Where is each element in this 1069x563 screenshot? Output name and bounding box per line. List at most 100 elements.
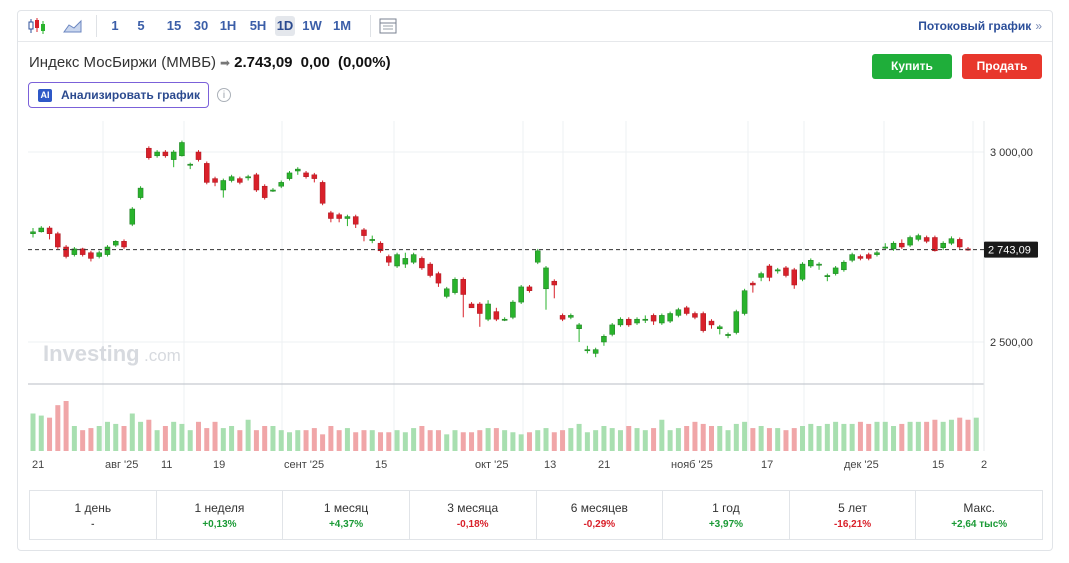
interval-1-button[interactable]: 1: [111, 18, 119, 33]
streaming-chart-link[interactable]: Потоковый график»: [918, 16, 1042, 36]
volume-bar: [402, 432, 408, 451]
interval-1m-button[interactable]: 1M: [332, 18, 352, 33]
volume-bar: [816, 426, 822, 451]
investing-watermark-suffix: .com: [144, 346, 181, 365]
candle-down: [899, 242, 905, 248]
candle-down: [435, 273, 442, 284]
volume-bar: [138, 421, 144, 451]
volume-bar: [642, 430, 648, 451]
candlestick-icon[interactable]: [26, 16, 48, 36]
volume-bar: [320, 434, 326, 451]
volume-bar: [601, 426, 607, 451]
interval-30-button[interactable]: 30: [193, 18, 209, 33]
volume-bar: [295, 430, 301, 451]
candle-down: [700, 313, 706, 331]
volume-bar: [162, 426, 168, 451]
candle-down: [650, 315, 657, 322]
candle-up: [617, 318, 624, 326]
volume-bar: [651, 428, 657, 451]
streaming-chart-label: Потоковый график: [918, 19, 1032, 33]
candle-up: [907, 237, 913, 246]
buy-button[interactable]: Купить: [872, 54, 952, 79]
performance-period: 3 месяца: [447, 501, 499, 515]
candle-up: [154, 151, 160, 157]
performance-value: -16,21%: [833, 519, 872, 530]
analyze-chart-button[interactable]: AI Анализировать график: [28, 82, 209, 108]
volume-bar: [96, 426, 102, 451]
candle-down: [204, 163, 210, 183]
performance-cell: 5 лет -16,21%: [790, 491, 917, 539]
candle-up: [568, 315, 574, 318]
candle-up: [915, 235, 922, 240]
volume-bar: [667, 430, 673, 451]
candle-down: [477, 303, 483, 314]
volume-bar: [973, 417, 979, 451]
volume-bar: [957, 417, 963, 451]
candle-down: [708, 320, 715, 326]
volume-bar: [237, 430, 243, 451]
volume-bar: [212, 421, 218, 451]
volume-bar: [800, 426, 806, 451]
volume-bar: [229, 426, 235, 451]
interval-1w-button[interactable]: 1W: [302, 18, 322, 33]
volume-bar: [55, 405, 61, 451]
volume-bar: [824, 423, 830, 451]
x-tick-label: дек '25: [844, 459, 879, 471]
volume-bar: [171, 421, 177, 451]
performance-table: 1 день - 1 неделя +0,13% 1 месяц +4,37% 3 меся…: [29, 490, 1043, 540]
interval-1d-button[interactable]: 1D: [275, 16, 295, 36]
volume-bar: [882, 421, 888, 451]
volume-bar: [584, 432, 590, 451]
info-icon[interactable]: i: [217, 88, 231, 102]
candle-down: [46, 227, 53, 234]
candle-down: [923, 237, 930, 242]
interval-1h-button[interactable]: 1H: [219, 18, 237, 33]
candle-up: [344, 216, 351, 219]
candle-down: [361, 229, 367, 236]
volume-bar: [146, 419, 152, 451]
volume-bar: [891, 426, 897, 451]
candle-up: [228, 176, 235, 181]
volume-bar: [775, 428, 781, 451]
volume-bar: [394, 430, 400, 451]
candle-down: [419, 258, 425, 269]
table-view-icon[interactable]: [378, 16, 398, 36]
candle-up: [667, 313, 673, 322]
candle-down: [865, 254, 872, 259]
volume-bar: [708, 426, 714, 451]
volume-bar: [526, 432, 532, 451]
candle-up: [874, 252, 880, 255]
interval-5-button[interactable]: 5: [137, 18, 145, 33]
candle-up: [741, 290, 748, 314]
y-tick-label: 3 000,00: [990, 147, 1033, 159]
investing-watermark: Investing: [43, 341, 140, 366]
candle-down: [683, 307, 690, 314]
interval-15-button[interactable]: 15: [166, 18, 182, 33]
double-chevron-right-icon: »: [1035, 19, 1042, 33]
x-tick-label: сент '25: [284, 459, 324, 471]
candle-up: [452, 279, 458, 293]
volume-bar: [907, 421, 913, 451]
interval-5h-button[interactable]: 5H: [249, 18, 267, 33]
candle-down: [63, 246, 69, 257]
volume-bar: [593, 430, 599, 451]
candle-down: [932, 237, 938, 252]
volume-bar: [311, 428, 317, 451]
x-tick-label: 2: [981, 459, 987, 471]
arrow-right-icon: ➡: [220, 56, 231, 70]
volume-bar: [849, 423, 855, 451]
volume-bar: [63, 401, 69, 451]
performance-cell: Макс. +2,64 тыс%: [916, 491, 1042, 539]
candle-up: [642, 318, 649, 321]
volume-bar: [477, 430, 483, 451]
volume-bar: [725, 430, 731, 451]
performance-value: +0,13%: [202, 519, 237, 530]
candle-up: [112, 241, 119, 246]
candle-up: [38, 227, 45, 233]
sell-button[interactable]: Продать: [962, 54, 1042, 79]
candle-up: [849, 254, 855, 261]
area-chart-icon[interactable]: [62, 16, 84, 36]
volume-bar: [386, 432, 392, 451]
candle-up: [576, 324, 582, 329]
